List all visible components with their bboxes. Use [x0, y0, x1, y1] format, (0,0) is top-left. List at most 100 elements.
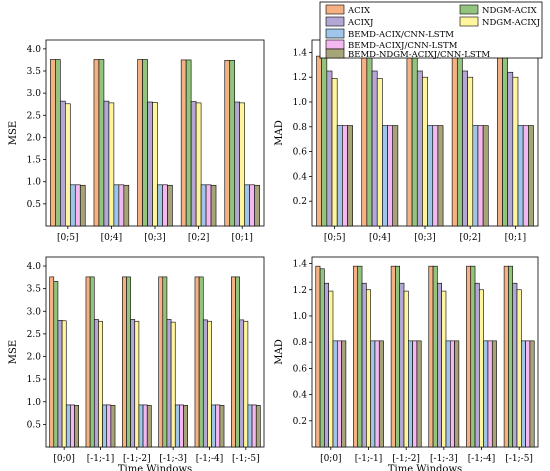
bar	[162, 184, 168, 227]
bar	[528, 125, 534, 227]
legend-label: ACIXJ	[347, 18, 374, 28]
bar	[65, 103, 71, 227]
y-tick-label: 0.2	[293, 197, 307, 207]
y-tick-label: 0.8	[293, 123, 308, 133]
bar	[93, 319, 99, 448]
y-tick-label: 1.5	[27, 375, 42, 385]
bar	[239, 102, 245, 227]
x-tick-label: [0;0]	[53, 454, 75, 464]
bar	[316, 55, 322, 227]
bar	[49, 276, 55, 448]
y-axis-label: MAD	[274, 339, 285, 364]
bar	[462, 70, 468, 227]
bar	[158, 276, 164, 448]
bar	[179, 404, 184, 448]
bar	[247, 404, 253, 448]
bar	[412, 340, 418, 448]
bar	[324, 282, 329, 448]
bar	[126, 276, 131, 448]
bar	[167, 184, 173, 227]
bar	[130, 319, 136, 448]
bar	[157, 184, 163, 227]
bar	[376, 78, 383, 227]
bar	[482, 125, 489, 227]
bar	[123, 184, 130, 227]
legend-swatch	[325, 28, 345, 39]
bar	[321, 55, 328, 227]
bar	[422, 76, 428, 227]
bar	[106, 404, 112, 448]
bar	[93, 59, 100, 227]
bar	[65, 404, 71, 448]
y-axis-label: MSE	[8, 340, 19, 364]
y-tick-label: 1.0	[293, 312, 308, 322]
bar	[103, 100, 110, 227]
bar	[70, 404, 75, 448]
bar	[255, 405, 261, 448]
bar	[235, 276, 240, 448]
legend-swatch	[325, 39, 345, 50]
bar	[198, 276, 204, 448]
y-tick-label: 0.5	[27, 200, 42, 210]
y-tick-label: 1.2	[293, 286, 307, 296]
y-tick-label: 0.6	[293, 148, 308, 158]
bar	[118, 184, 125, 227]
bar	[390, 265, 396, 448]
bar	[244, 184, 250, 227]
x-tick-label: [-1;-2]	[123, 454, 151, 464]
bar	[432, 125, 439, 227]
legend-swatch	[325, 48, 345, 59]
x-tick-label: [0;4]	[101, 233, 123, 243]
bar	[479, 289, 484, 448]
bar	[53, 281, 59, 448]
bar	[416, 70, 423, 227]
bar	[50, 59, 56, 227]
y-tick-label: 3.5	[27, 285, 42, 295]
plot-frame	[45, 256, 265, 448]
bar	[342, 125, 348, 227]
legend: ACIX ACIXJ BEMD-ACIX/CNN-LSTMBEMD-ACIXJ/CN…	[319, 1, 543, 60]
legend-swatch	[325, 4, 345, 15]
y-tick-label: 4.0	[27, 45, 42, 55]
bar	[432, 265, 438, 448]
bar	[503, 265, 509, 448]
chart-panel-2: 0.2 0.4 0.6 0.8 1.0 1.2 1.4 MAD [0;5] [0;4] [0;3] […	[274, 39, 539, 243]
bar	[326, 70, 333, 227]
bar	[399, 282, 405, 448]
bar	[403, 290, 409, 448]
x-tick-label: [0;2]	[459, 233, 481, 243]
bar	[152, 102, 158, 227]
bar	[522, 125, 529, 227]
bar	[357, 265, 363, 448]
bar	[200, 184, 207, 227]
bar	[207, 320, 212, 448]
bar	[332, 340, 338, 448]
bar	[454, 340, 460, 448]
bar	[370, 340, 376, 448]
x-axis-label: Time Windows	[388, 464, 462, 471]
bar	[416, 340, 422, 448]
y-tick-label: 0.6	[293, 364, 308, 374]
bar	[472, 125, 479, 227]
bar	[477, 125, 484, 227]
bar	[319, 268, 325, 448]
bar	[521, 340, 526, 448]
bar	[69, 184, 76, 227]
y-tick-label: 0.2	[293, 417, 307, 427]
x-tick-label: [0;1]	[231, 233, 253, 243]
bar	[497, 55, 503, 227]
bar	[122, 276, 127, 448]
bar	[331, 78, 338, 227]
bar	[361, 282, 367, 448]
bar	[517, 125, 524, 227]
y-tick-label: 1.2	[293, 73, 307, 83]
bar	[57, 320, 63, 448]
bar	[378, 340, 384, 448]
bar	[353, 265, 359, 448]
bar	[137, 59, 143, 227]
legend-label: NDGM-ACIX	[482, 6, 538, 16]
bar	[110, 405, 116, 448]
y-tick-label: 2.5	[27, 330, 42, 340]
legend-swatch	[325, 16, 345, 27]
